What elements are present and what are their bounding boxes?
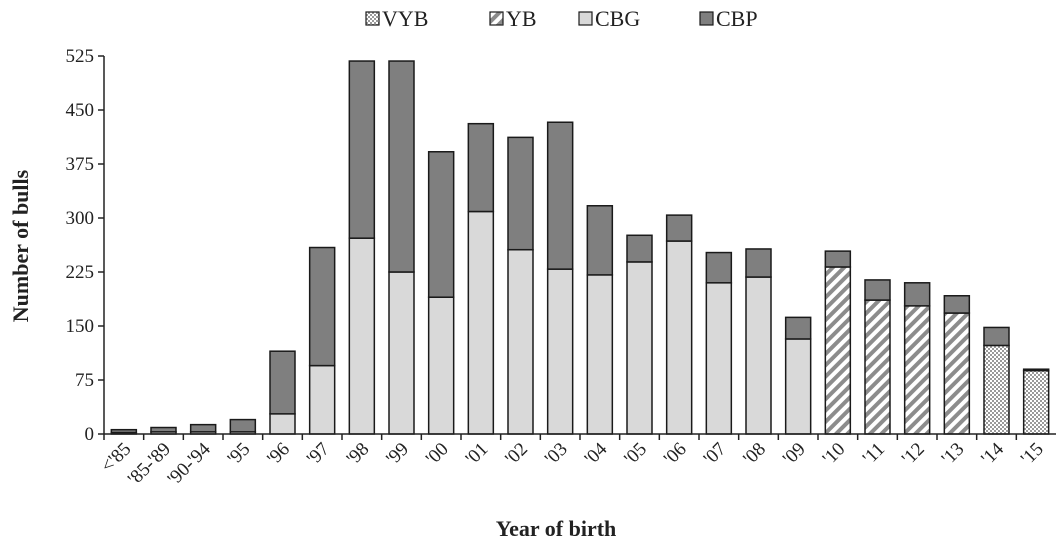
bar-cbp <box>308 246 336 367</box>
bar-cbg <box>427 296 455 435</box>
bar-cbg <box>348 237 376 435</box>
x-tick-label: '01 <box>462 439 493 470</box>
x-axis: <'85'85-'89'90-'94'95'96'97'98'99'00'01 '… <box>97 433 1056 490</box>
y-tick-label: 150 <box>66 316 95 337</box>
x-tick-label: '12 <box>898 439 929 470</box>
legend-label-yb: YB <box>506 6 537 31</box>
x-tick-label: '13 <box>938 439 969 470</box>
y-tick-label: 0 <box>85 424 95 445</box>
bar-cbp <box>150 426 177 433</box>
bar-cbp <box>626 234 653 263</box>
bar-cbp <box>348 60 376 239</box>
bar-cbp <box>705 251 733 284</box>
x-tick-label: '06 <box>660 439 691 470</box>
x-tick-label: '99 <box>382 439 413 470</box>
legend-swatch-yb <box>489 11 504 26</box>
bar-cbg <box>308 364 336 435</box>
bar-cbg <box>269 413 296 435</box>
x-tick-label: '96 <box>263 439 294 470</box>
bar-yb <box>903 305 931 435</box>
legend-label-vyb: VYB <box>382 6 428 31</box>
bar-cbp <box>864 279 891 301</box>
bar-cbp <box>903 282 931 307</box>
bar-cbp <box>586 205 614 276</box>
bar-cbg <box>467 210 495 435</box>
bar-cbp <box>824 250 852 268</box>
x-tick-label: '02 <box>501 439 532 470</box>
bar-yb <box>943 312 971 435</box>
y-tick-label: 300 <box>66 208 95 229</box>
y-tick-label: 525 <box>66 46 95 67</box>
legend-swatch-cbg <box>578 11 593 26</box>
bar-cbg <box>665 240 693 435</box>
bar-yb <box>824 266 852 435</box>
legend-label-cbp: CBP <box>716 6 758 31</box>
bar-cbp <box>189 423 217 433</box>
bar-cbp <box>983 326 1010 347</box>
bar-yb <box>864 299 891 435</box>
bar-cbg <box>784 338 812 435</box>
bar-cbp <box>507 136 534 251</box>
bar-cbp <box>745 248 772 278</box>
x-tick-label: '11 <box>859 439 889 469</box>
bar-cbp <box>467 122 495 213</box>
legend-swatch-cbp <box>699 11 714 26</box>
x-tick-label: '07 <box>700 439 731 470</box>
x-tick-label: '03 <box>541 439 572 470</box>
legend: VYB YB CBG CBP <box>365 6 758 31</box>
y-tick-label: 225 <box>66 262 95 283</box>
y-tick-label: 375 <box>66 154 95 175</box>
x-axis-title: Year of birth <box>496 516 617 541</box>
x-tick-label: '97 <box>303 439 334 470</box>
bar-cbp <box>943 295 971 314</box>
x-tick-label: '14 <box>977 438 1008 469</box>
x-tick-label: '05 <box>620 439 651 470</box>
bar-vyb <box>1022 369 1050 435</box>
bar-cbp <box>110 428 138 434</box>
bar-cbp <box>546 121 574 270</box>
bar-cbp <box>1022 368 1050 372</box>
y-axis-title: Number of bulls <box>8 169 33 322</box>
legend-swatch-vyb <box>365 11 380 26</box>
x-tick-label: '00 <box>422 439 453 470</box>
bar-cbg <box>705 282 733 435</box>
y-tick-label: 450 <box>66 100 95 121</box>
legend-label-cbg: CBG <box>595 6 640 31</box>
bar-cbp <box>427 151 455 298</box>
bar-cbg <box>626 261 653 435</box>
bar-cbp <box>269 350 296 415</box>
y-tick-label: 75 <box>75 370 94 391</box>
x-tick-label: '04 <box>581 438 612 469</box>
bar-cbp <box>784 316 812 340</box>
bar-vyb <box>983 344 1010 435</box>
bar-cbg <box>745 276 772 435</box>
x-tick-label: '15 <box>1017 439 1048 470</box>
y-axis: 0 75 150 225 300 375 450 525 <box>66 46 105 445</box>
x-tick-label: '09 <box>779 439 810 470</box>
x-tick-label: '98 <box>343 439 374 470</box>
x-tick-label: '90-'94 <box>164 438 215 489</box>
bar-cbp <box>388 60 415 273</box>
bar-cbg <box>507 248 534 435</box>
x-tick-label: '85-'89 <box>124 439 175 490</box>
bar-cbp <box>665 214 693 242</box>
x-tick-label: '08 <box>739 439 770 470</box>
bar-cbg <box>546 268 574 435</box>
bar-cbp <box>229 418 257 433</box>
x-tick-label: '95 <box>224 439 255 470</box>
bar-cbg <box>586 274 614 435</box>
x-tick-label: '10 <box>819 439 850 470</box>
bars <box>110 60 1050 435</box>
bar-cbg <box>388 271 415 435</box>
